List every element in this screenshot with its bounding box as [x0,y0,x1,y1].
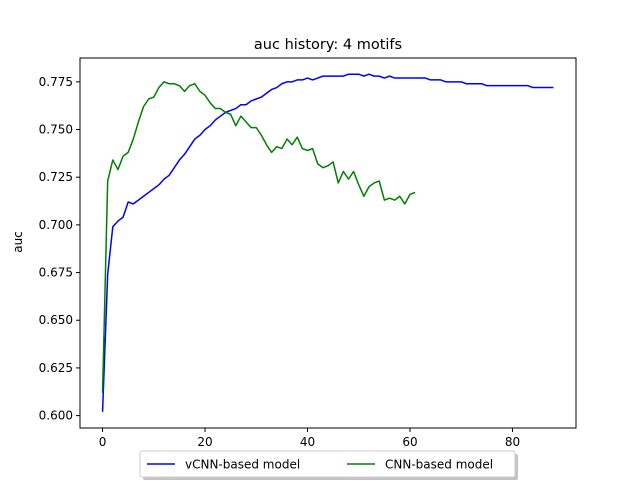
x-tick-label: 0 [99,435,107,449]
y-tick-label: 0.625 [39,361,73,375]
series-line-cnn [101,81,416,393]
y-tick-label: 0.675 [39,266,73,280]
legend-box [139,450,516,478]
y-tick-label: 0.700 [39,218,73,232]
series-line-vcnn [101,73,554,412]
legend-label-vcnn: vCNN-based model [185,458,300,472]
series-layer [101,73,554,412]
x-tick-label: 80 [505,435,520,449]
x-axis-ticks: 0 20 40 60 80 [99,428,520,449]
x-tick-label: 40 [300,435,315,449]
legend: vCNN-based model CNN-based model [139,450,518,480]
y-axis-ticks: 0.600 0.625 0.650 0.675 0.700 0.725 0.750 0.775 [39,75,80,423]
x-tick-label: 60 [402,435,417,449]
y-tick-label: 0.725 [39,170,73,184]
y-tick-label: 0.750 [39,123,73,137]
legend-label-cnn: CNN-based model [385,458,493,472]
y-tick-label: 0.650 [39,313,73,327]
x-tick-label: 20 [197,435,212,449]
y-tick-label: 0.775 [39,75,73,89]
chart-title: auc history: 4 motifs [254,37,402,53]
plot-frame [79,57,577,429]
y-tick-label: 0.600 [39,409,73,423]
y-axis-label: auc [11,231,25,253]
